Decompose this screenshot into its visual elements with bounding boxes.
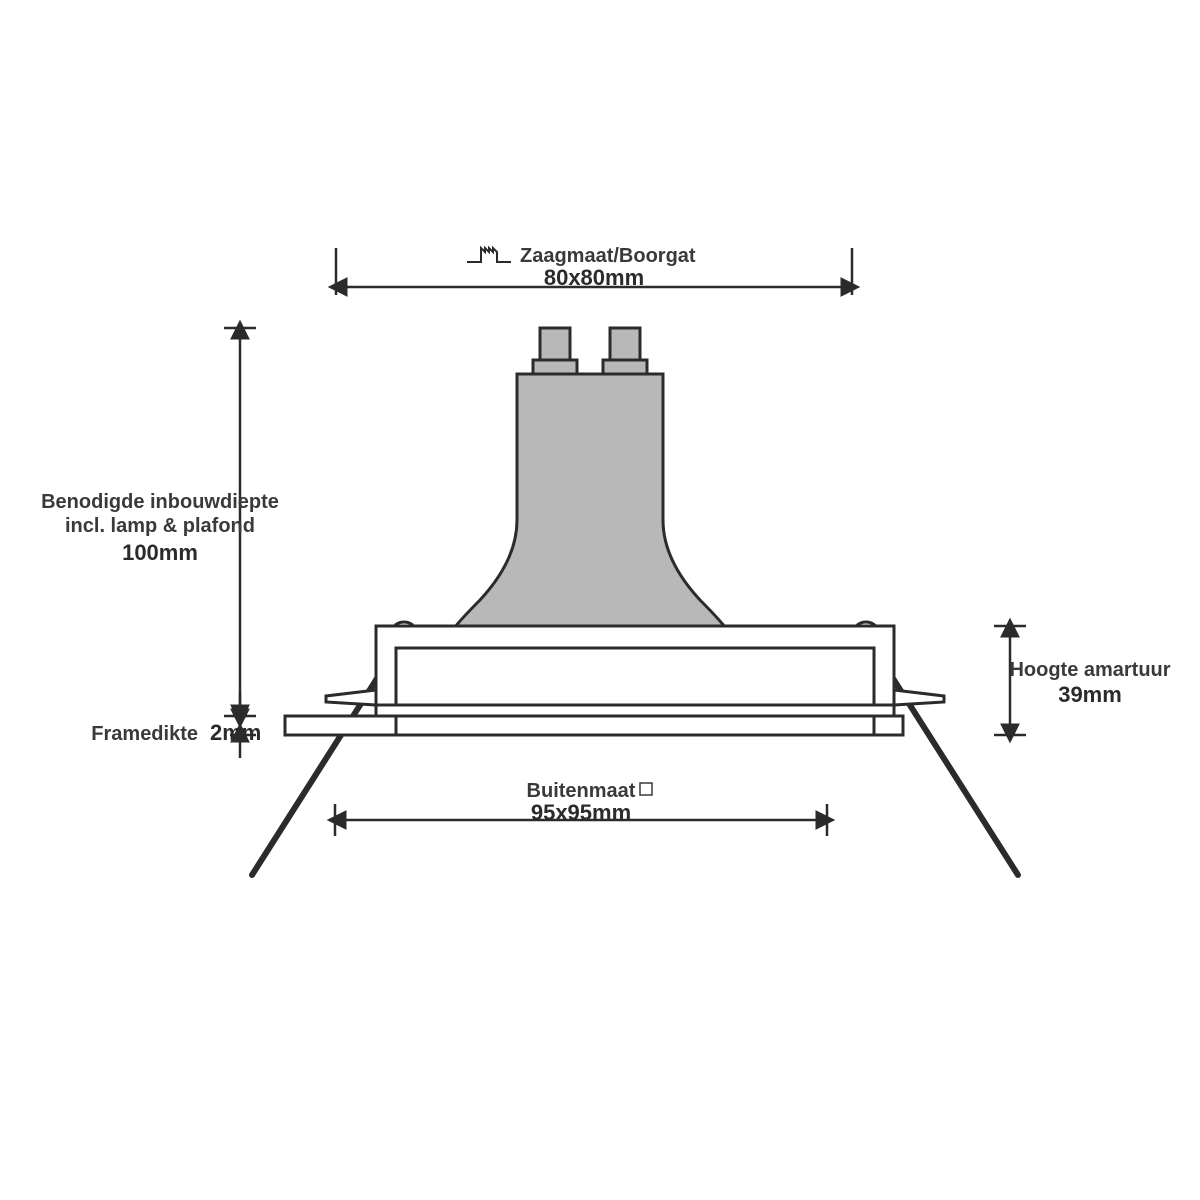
dim-right-height: Hoogte amartuur 39mm [994, 626, 1171, 735]
saw-hole-icon [467, 248, 511, 262]
dim-bottom-value: 95x95mm [531, 800, 631, 825]
tech-drawing: Zaagmaat/Boorgat 80x80mm Benodigde inbou… [0, 0, 1200, 1200]
dim-top-title: Zaagmaat/Boorgat [520, 245, 696, 267]
dim-right-title: Hoogte amartuur [1009, 659, 1170, 681]
dim-top-value: 80x80mm [544, 265, 644, 290]
dim-frame-title: Framedikte [91, 723, 198, 745]
dim-right-value: 39mm [1058, 682, 1122, 707]
dim-left-depth: Benodigde inbouwdiepte incl. lamp & plaf… [41, 328, 279, 716]
dim-left-title1: Benodigde inbouwdiepte [41, 491, 279, 513]
dim-bottom: Buitenmaat 95x95mm [335, 780, 827, 836]
dim-left-title2: incl. lamp & plafond [65, 515, 255, 537]
lamp [440, 328, 740, 655]
dim-frame-thickness: Framedikte 2mm [91, 693, 261, 758]
square-indicator-icon [640, 783, 652, 795]
housing [326, 626, 944, 705]
dim-top: Zaagmaat/Boorgat 80x80mm [336, 245, 852, 295]
dim-left-value: 100mm [122, 540, 198, 565]
frame-flange [285, 705, 903, 735]
dim-bottom-title: Buitenmaat [527, 780, 636, 802]
dim-frame-value: 2mm [210, 720, 261, 745]
